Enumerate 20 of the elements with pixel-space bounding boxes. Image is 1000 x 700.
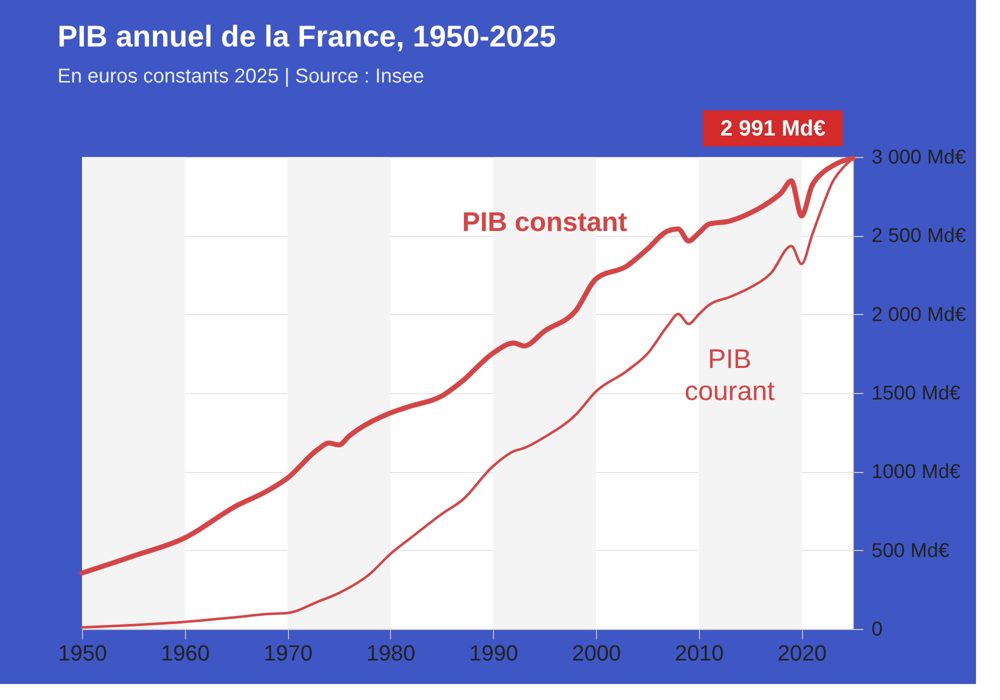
chart-title: PIB annuel de la France, 1950-2025 [58,20,556,54]
x-tick-label: 1990 [469,640,518,666]
x-tick-label: 2010 [674,640,724,666]
x-tick-label: 2000 [572,640,621,666]
chart-subtitle: En euros constants 2025 | Source : Insee [58,65,424,88]
x-tick-label: 1970 [264,640,313,666]
y-tick-label: 3 000 Md€ [872,146,966,168]
y-tick-label: 2 500 Md€ [872,225,966,248]
x-tick-label: 1980 [366,640,416,666]
series-label: PIB constant [462,207,628,238]
x-tick-label: 1960 [160,640,210,666]
series-label: PIB courant [684,344,776,406]
x-tick-label: 2020 [778,640,827,666]
y-tick-label: 500 Md€ [872,540,950,562]
y-tick-label: 2 000 Md€ [872,304,966,326]
annotation: 2 991 Md€ [720,115,826,140]
x-tick-label: 1950 [58,640,107,666]
y-tick-label: 0 [872,618,883,640]
y-tick-label: 1000 Md€ [872,461,960,484]
y-tick-label: 1500 Md€ [872,382,960,404]
